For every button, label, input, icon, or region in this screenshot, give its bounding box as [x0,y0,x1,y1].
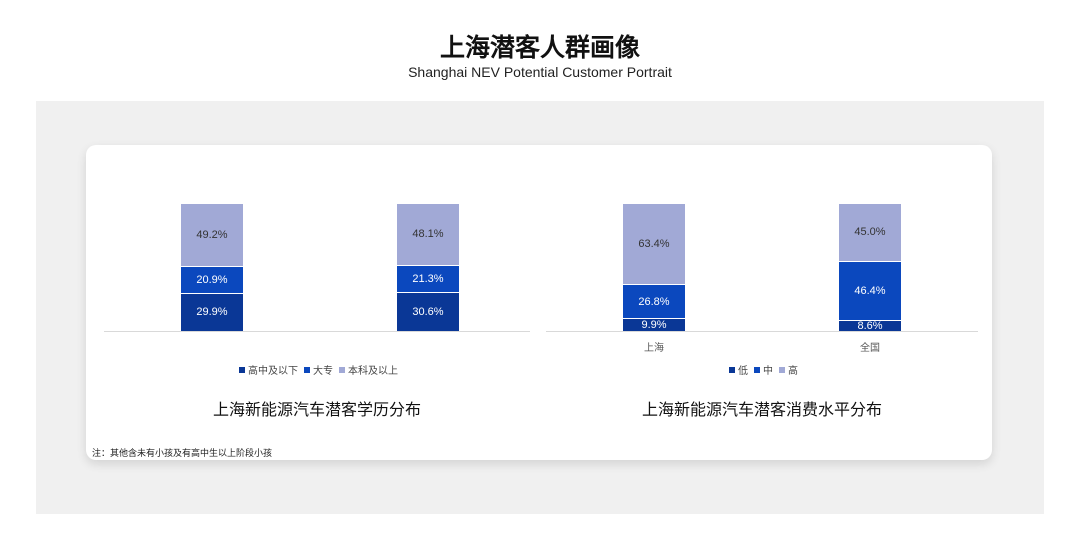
data-label: 8.6% [839,319,901,332]
chart-title: 上海新能源汽车潜客消费水平分布 [641,400,883,419]
data-label: 30.6% [397,291,459,331]
data-label: 48.1% [397,203,459,265]
data-label: 26.8% [623,284,685,319]
legend: 低中高 [726,362,798,377]
data-label: 49.2% [181,203,243,266]
data-label: 29.9% [181,292,243,331]
legend-swatch [779,366,785,373]
data-label: 46.4% [839,260,901,320]
legend-label: 大专 [313,366,333,377]
category-label: 上海 [644,343,664,354]
legend-swatch [239,366,245,373]
legend-label: 低 [738,366,748,377]
data-label: 63.4% [623,203,685,285]
data-label: 21.3% [397,264,459,292]
legend-label: 中 [763,366,773,377]
page-title: 上海潜客人群画像 [439,33,640,62]
chart-title: 上海新能源汽车潜客学历分布 [212,400,422,419]
legend-swatch [339,366,345,373]
x-axis-line [546,331,978,332]
data-label: 20.9% [181,265,243,293]
legend-swatch [729,366,735,373]
data-label: 9.9% [623,318,685,331]
x-axis-line [104,331,530,332]
category-label: 全国 [860,343,880,354]
legend-label: 高中及以下 [248,366,298,377]
legend-label: 高 [788,366,798,377]
legend: 高中及以下 大专 本科及以上 [236,362,398,377]
footnote: 注：其他含未有小孩及有高中生以上阶段小孩 [92,448,273,458]
data-label: 45.0% [839,203,901,261]
legend-swatch [754,366,760,373]
page-subtitle: Shanghai NEV Potential Customer Portrait [408,64,672,80]
legend-label: 本科及以上 [348,366,398,377]
legend-swatch [304,366,310,373]
